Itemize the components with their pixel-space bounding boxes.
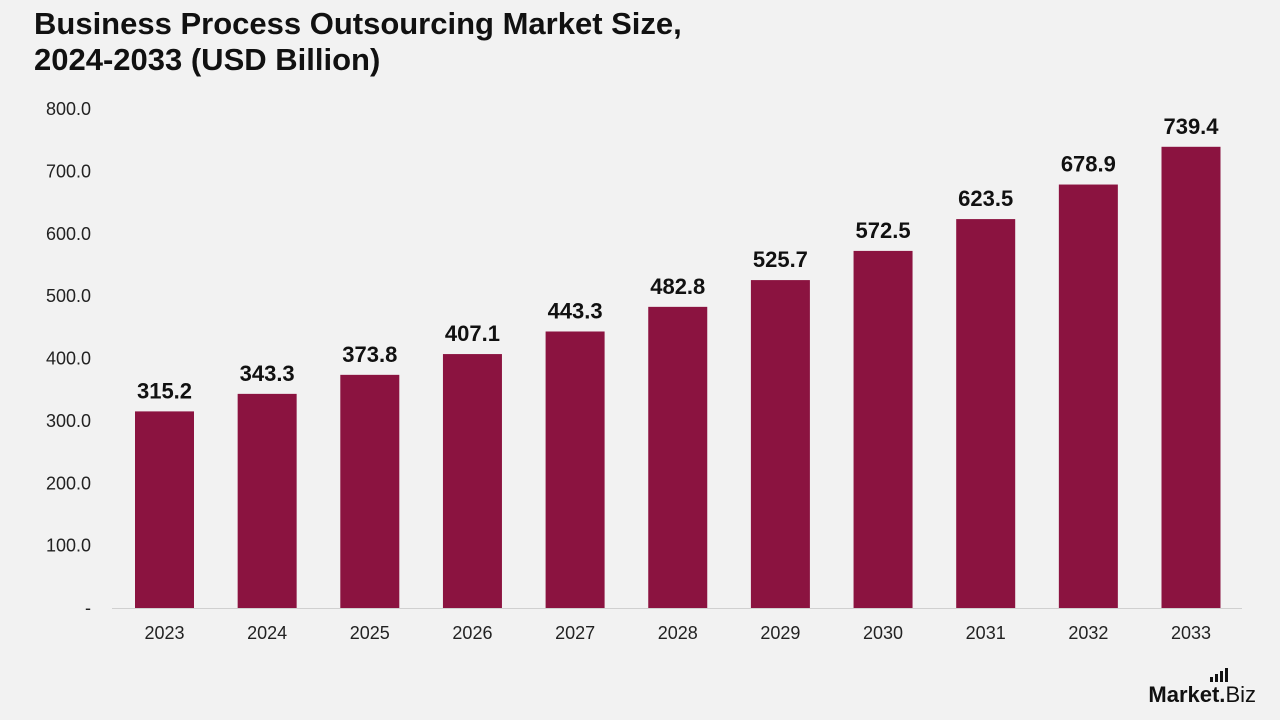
x-tick-label: 2023 [144,623,184,643]
x-tick-label: 2027 [555,623,595,643]
y-tick-label: 500.0 [46,286,91,306]
x-tick-label: 2026 [452,623,492,643]
chart-title: Business Process Outsourcing Market Size… [34,6,934,78]
x-tick-label: 2028 [658,623,698,643]
bar-2030 [853,250,913,608]
data-label-2030: 572.5 [856,218,911,243]
y-tick-label: 400.0 [46,349,91,369]
data-label-2024: 343.3 [240,361,295,386]
y-tick-label: 200.0 [46,473,91,493]
logo-bars-icon [1210,668,1228,682]
bar-2033 [1161,146,1221,608]
y-tick-label: 700.0 [46,161,91,181]
logo-suffix: Biz [1225,682,1256,707]
chart-title-line-1: Business Process Outsourcing Market Size… [34,6,682,41]
data-label-2027: 443.3 [548,298,603,323]
bar-2025 [340,374,400,608]
logo-wordmark: Market.Biz [1148,668,1256,708]
x-tick-label: 2024 [247,623,287,643]
x-tick-label: 2033 [1171,623,1211,643]
data-label-2029: 525.7 [753,247,808,272]
bar-2027 [545,331,605,608]
bar-2029 [750,280,810,608]
x-tick-label: 2032 [1068,623,1108,643]
data-label-2033: 739.4 [1163,114,1219,139]
data-label-2025: 373.8 [342,342,397,367]
y-tick-label: 100.0 [46,536,91,556]
y-tick-label: 600.0 [46,224,91,244]
logo-brand: Market. [1148,682,1226,707]
x-tick-label: 2025 [350,623,390,643]
y-tick-label: 800.0 [46,99,91,119]
data-label-2032: 678.9 [1061,152,1116,177]
chart-title-line-2: 2024-2033 (USD Billion) [34,42,381,77]
data-label-2028: 482.8 [650,274,705,299]
bar-2024 [237,393,297,608]
y-tick-label: - [85,598,91,618]
data-label-2026: 407.1 [445,321,500,346]
data-label-2023: 315.2 [137,378,192,403]
data-label-2031: 623.5 [958,186,1013,211]
bar-2031 [956,219,1016,609]
x-tick-label: 2031 [966,623,1006,643]
marketbiz-logo: Market.Biz [1148,668,1256,708]
bar-2023 [135,411,194,608]
x-tick-label: 2029 [760,623,800,643]
bar-2028 [648,306,708,608]
x-tick-label: 2030 [863,623,903,643]
y-tick-label: 300.0 [46,411,91,431]
bar-2032 [1058,184,1118,608]
bar-2026 [442,354,502,608]
